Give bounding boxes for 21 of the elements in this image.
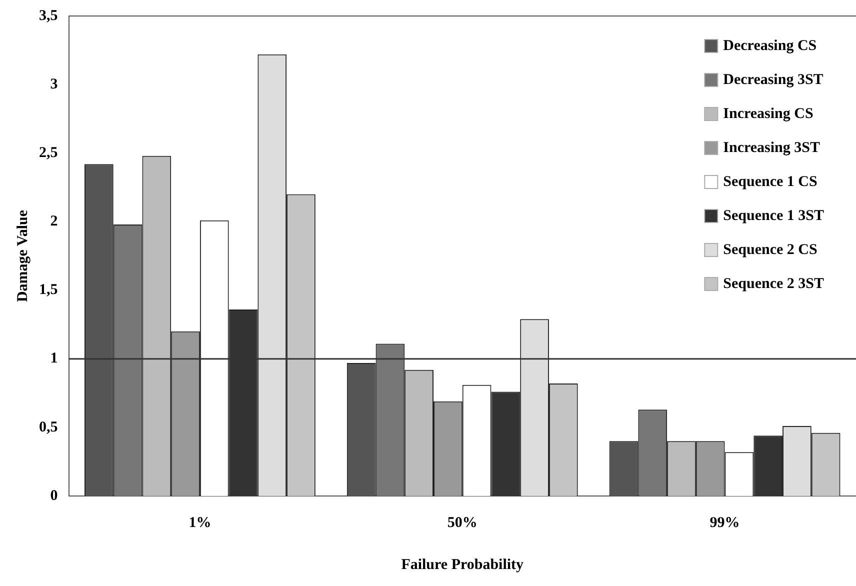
legend-label: Decreasing CS bbox=[723, 38, 817, 54]
legend-label: Decreasing 3ST bbox=[723, 72, 824, 88]
y-tick-label: 3,5 bbox=[39, 8, 58, 24]
y-tick-label: 1 bbox=[50, 350, 58, 367]
legend-label: Sequence 2 CS bbox=[723, 242, 818, 258]
y-tick-label: 2 bbox=[50, 214, 58, 230]
legend-label: Sequence 1 CS bbox=[723, 174, 818, 190]
legend-label: Increasing CS bbox=[723, 106, 814, 122]
x-tick-label: 50% bbox=[447, 514, 478, 531]
legend-label: Sequence 2 3ST bbox=[723, 276, 824, 292]
y-tick-label: 2,5 bbox=[39, 145, 58, 162]
y-tick-label: 0 bbox=[50, 488, 58, 504]
y-tick-label: 1,5 bbox=[39, 282, 58, 298]
legend-label: Sequence 1 3ST bbox=[723, 208, 824, 224]
x-axis-title: Failure Probability bbox=[401, 556, 524, 573]
y-tick-label: 3 bbox=[50, 76, 58, 92]
legend-label: Increasing 3ST bbox=[723, 140, 820, 156]
y-axis-title: Damage Value bbox=[14, 210, 31, 302]
x-tick-label: 99% bbox=[710, 514, 740, 531]
x-tick-label: 1% bbox=[188, 514, 212, 531]
y-tick-label: 0,5 bbox=[39, 419, 58, 436]
